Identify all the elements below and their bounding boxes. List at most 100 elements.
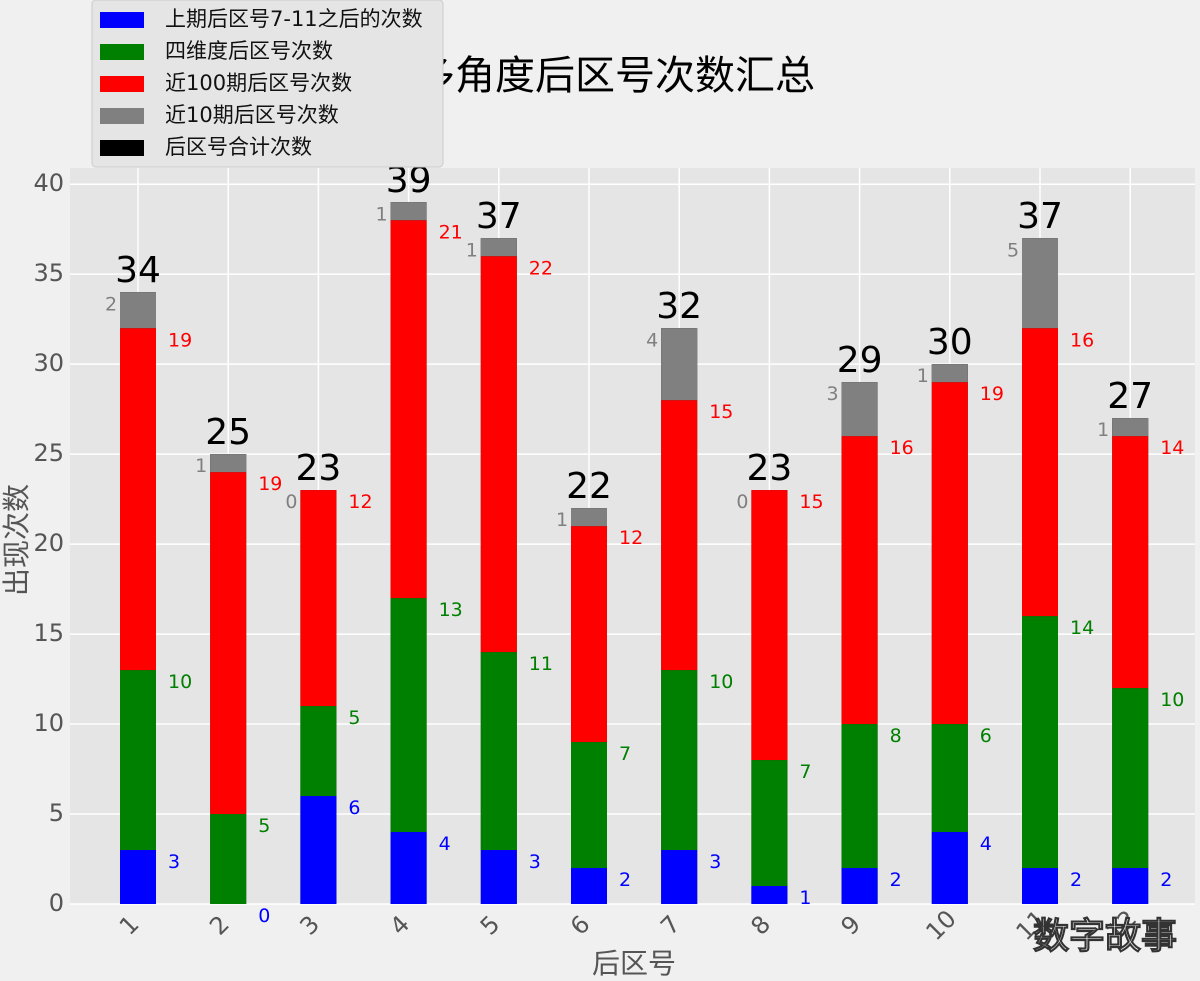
legend-label: 近10期后区号次数 [165,103,339,127]
value-label: 14 [1160,437,1184,459]
bar-segment [480,256,517,653]
total-label: 37 [1017,196,1063,237]
value-label: 5 [258,815,270,837]
bars [120,202,1149,905]
bar-segment [1022,616,1058,869]
x-axis-label: 后区号 [592,947,676,980]
value-label: 0 [736,491,748,513]
legend-label: 上期后区号7-11之后的次数 [165,7,423,31]
value-label: 15 [709,401,733,423]
y-tick-label: 25 [33,439,64,467]
value-label: 2 [1070,869,1082,891]
value-label: 2 [619,869,631,891]
legend-swatch [100,44,144,60]
value-label: 4 [646,329,658,351]
value-label: 4 [980,833,992,855]
value-label: 10 [709,671,733,693]
chart-title: 多角度后区号次数汇总 [415,53,815,99]
bar-segment [931,364,968,383]
bar-segment [390,832,427,904]
total-label: 23 [746,448,792,489]
total-label: 30 [927,322,973,363]
y-tick-label: 40 [33,169,64,197]
y-tick-label: 0 [49,889,64,917]
y-tick-label: 5 [49,799,64,827]
bar-segment [661,400,698,671]
y-tick-label: 15 [33,619,64,647]
value-label: 12 [619,527,643,549]
value-label: 6 [980,725,992,747]
y-tick-label: 10 [33,709,64,737]
bar-segment [931,382,968,725]
total-label: 32 [656,286,702,327]
legend-label: 四维度后区号次数 [165,39,333,63]
bar-segment [480,652,517,851]
value-label: 3 [529,851,541,873]
legend-swatch [100,12,144,28]
bar-segment [841,868,878,904]
total-label: 25 [205,412,251,453]
bar-segment [1112,418,1149,437]
value-label: 13 [439,599,463,621]
value-label: 1 [917,365,929,387]
bar-segment [751,490,788,761]
value-label: 14 [1070,617,1094,639]
value-label: 1 [466,239,478,261]
bar-segment [571,742,607,869]
bar-segment [1022,868,1058,904]
bar-segment [751,886,788,904]
value-label: 1 [799,887,811,909]
value-label: 1 [1097,419,1109,441]
value-label: 0 [285,491,297,513]
value-label: 2 [105,293,117,315]
y-tick-label: 20 [33,529,64,557]
bar-segment [210,814,247,904]
value-label: 21 [439,221,463,243]
bar-segment [1022,238,1058,329]
bar-segment [1112,688,1149,869]
value-label: 2 [890,869,902,891]
bar-segment [120,292,156,329]
value-label: 22 [529,257,553,279]
bar-segment [751,760,788,887]
bar-segment [120,850,156,904]
total-label: 29 [837,340,883,381]
value-label: 1 [376,203,388,225]
value-label: 15 [799,491,823,513]
bar-segment [390,220,427,599]
legend-label: 后区号合计次数 [165,135,312,159]
bar-segment [210,472,247,815]
value-label: 10 [1160,689,1184,711]
total-label: 23 [295,448,341,489]
bar-segment [661,850,698,904]
bar-segment [931,724,968,833]
total-label: 27 [1107,376,1153,417]
plot-area [70,168,1195,904]
bar-segment [931,832,968,904]
bar-segment [661,328,698,401]
legend-swatch [100,140,144,156]
legend: 上期后区号7-11之后的次数四维度后区号次数近100期后区号次数近10期后区号次… [91,0,444,168]
value-label: 5 [1007,239,1019,261]
value-label: 19 [980,383,1004,405]
bar-segment [120,670,156,851]
value-label: 1 [556,509,568,531]
bar-segment [571,526,607,743]
bar-segment [841,724,878,869]
legend-label: 近100期后区号次数 [165,71,352,95]
bar-segment [571,508,607,527]
bar-segment [390,202,427,221]
legend-swatch [100,108,144,124]
bar-segment [480,238,517,257]
value-label: 1 [195,455,207,477]
bar-segment [571,868,607,904]
y-tick-label: 35 [33,259,64,287]
bar-segment [1112,868,1149,904]
value-label: 11 [529,653,553,675]
watermark: 数字故事 [1033,916,1177,957]
bar-segment [210,454,247,473]
value-label: 2 [1160,869,1172,891]
y-axis-label: 出现次数 [0,484,33,596]
bar-segment [390,598,427,833]
